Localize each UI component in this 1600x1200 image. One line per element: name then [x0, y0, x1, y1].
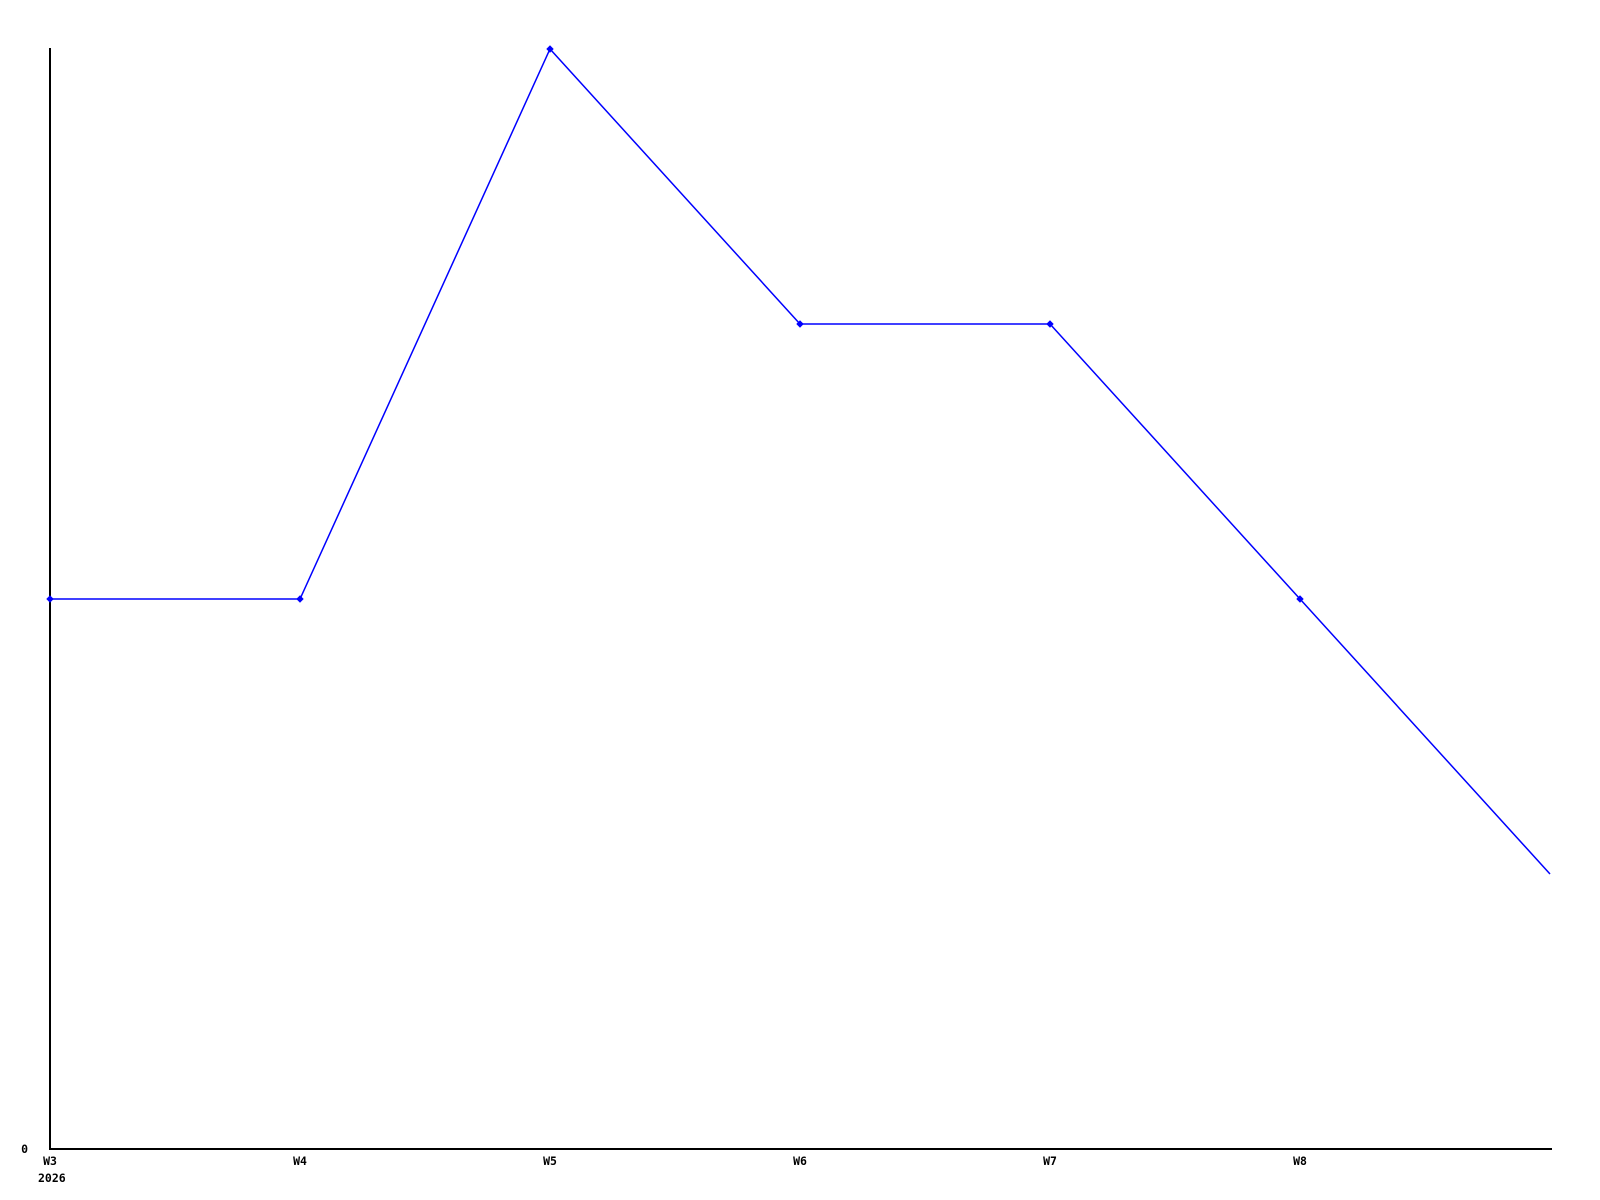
y-axis-tick-label-zero: 0 [21, 1142, 28, 1156]
data-point-marker [1046, 320, 1054, 328]
x-axis-tick-label: W8 [1293, 1154, 1307, 1168]
x-axis-tick-labels: W3 W4 W5 W6 W7 W8 [43, 1154, 1307, 1168]
data-point-marker [46, 595, 54, 603]
x-axis-tick-label: W5 [543, 1154, 557, 1168]
data-point-marker [1296, 595, 1304, 603]
x-axis-tick-label: W7 [1043, 1154, 1057, 1168]
data-point-marker [546, 45, 554, 53]
x-axis-tick-label: W3 [43, 1154, 57, 1168]
x-axis-tick-label: W6 [793, 1154, 807, 1168]
series-line [50, 47, 1551, 875]
x-axis-year-label: 2026 [38, 1171, 66, 1185]
data-point-marker [296, 595, 304, 603]
x-axis-tick-label: W4 [293, 1154, 307, 1168]
data-point-marker [796, 320, 804, 328]
axes-lines [49, 48, 1552, 1150]
series-markers [46, 45, 1304, 603]
